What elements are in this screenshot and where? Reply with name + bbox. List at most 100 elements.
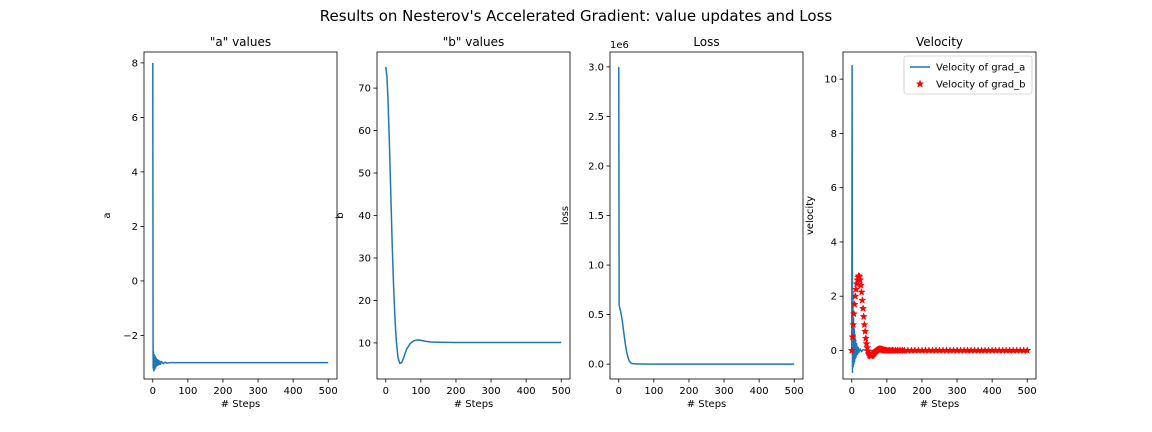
legend-label: Velocity of grad_b — [936, 80, 1026, 91]
x-tick-label: 0 — [383, 386, 389, 397]
axes-frame — [842, 51, 1037, 380]
y-tick-label: 30 — [358, 253, 371, 264]
legend: Velocity of grad_a Velocity of grad_b — [903, 55, 1033, 95]
series-point — [856, 275, 865, 284]
series-point — [860, 327, 870, 335]
plot-area — [152, 62, 329, 372]
axes-title: "b" values — [443, 35, 505, 49]
series-point — [862, 339, 871, 348]
x-tick-label: 0 — [616, 386, 622, 397]
y-tick-label: 0 — [831, 346, 837, 357]
series-point — [860, 320, 869, 329]
y-tick-label: 4 — [831, 237, 837, 248]
y-axis-label: velocity — [805, 196, 816, 235]
figure-title: Results on Nesterov's Accelerated Gradie… — [320, 7, 833, 25]
x-axis-label: # Steps — [221, 399, 261, 410]
x-tick-label: 0 — [849, 386, 855, 397]
x-tick-label: 300 — [481, 386, 500, 397]
series-point — [1023, 346, 1032, 354]
series-line-1 — [385, 66, 562, 365]
axes-title: Loss — [693, 35, 719, 49]
subplot-4: 0 100 200 300 400 500 0 2 4 6 8 10 Velocity # Steps ve… — [805, 35, 1037, 410]
plot-area — [385, 66, 562, 365]
x-tick-label: 100 — [411, 386, 430, 397]
series-point — [849, 320, 858, 329]
y-tick-label: 2 — [831, 292, 837, 303]
x-tick-label: 400 — [284, 386, 303, 397]
x-tick-label: 500 — [552, 386, 571, 397]
y-tick-label: 40 — [358, 211, 371, 222]
y-tick-label: 60 — [358, 126, 371, 137]
series-point — [850, 300, 859, 308]
series-point — [857, 287, 866, 296]
y-tick-label: 6 — [132, 113, 138, 124]
y-tick-label: 8 — [831, 129, 837, 140]
y-tick-label: 0.5 — [588, 310, 604, 321]
y-tick-label: 8 — [132, 58, 138, 69]
x-tick-label: 300 — [947, 386, 966, 397]
y-tick-label: 1.0 — [588, 261, 604, 272]
y-tick-label: 3.0 — [588, 62, 604, 73]
legend-box — [903, 55, 1033, 95]
y-axis-label: a — [102, 212, 113, 218]
subplot-2: 0 100 200 300 400 500 10 20 30 40 50 60 70 "b" values… — [335, 35, 571, 410]
y-tick-label: 50 — [358, 169, 371, 180]
legend-star-marker — [915, 79, 925, 88]
x-tick-label: 500 — [319, 386, 338, 397]
x-tick-label: 200 — [446, 386, 465, 397]
x-tick-label: 300 — [248, 386, 267, 397]
y-axis-label: loss — [560, 206, 571, 225]
y-tick-label: 70 — [358, 84, 371, 95]
x-tick-label: 400 — [517, 386, 536, 397]
series-point — [858, 304, 868, 312]
y-tick-label: 0 — [132, 276, 138, 287]
axes-title: "a" values — [210, 35, 271, 49]
series-point — [861, 333, 870, 342]
series-point — [849, 309, 858, 318]
x-axis-label: # Steps — [687, 399, 727, 410]
x-tick-label: 300 — [714, 386, 733, 397]
axes-title: Velocity — [916, 35, 963, 49]
x-tick-label: 100 — [644, 386, 663, 397]
x-axis-label: # Steps — [920, 399, 960, 410]
x-tick-label: 200 — [213, 386, 232, 397]
subplot-1: 0 100 200 300 400 500 −2 0 2 4 6 8 "a" values # Steps… — [102, 35, 338, 410]
y-axis-label: b — [335, 212, 346, 218]
x-tick-label: 500 — [1018, 386, 1037, 397]
y-tick-label: −2 — [123, 331, 138, 342]
y-tick-label: 1.5 — [588, 211, 604, 222]
legend-label: Velocity of grad_a — [936, 63, 1025, 74]
x-tick-label: 100 — [877, 386, 896, 397]
y-axis-offset-label: 1e6 — [610, 40, 629, 51]
x-tick-label: 100 — [178, 386, 197, 397]
x-tick-label: 0 — [150, 386, 156, 397]
y-tick-label: 2.0 — [588, 161, 604, 172]
y-tick-label: 20 — [358, 296, 371, 307]
series-line-1 — [618, 66, 795, 365]
series-point — [847, 346, 856, 354]
y-tick-label: 10 — [824, 75, 837, 86]
x-tick-label: 200 — [679, 386, 698, 397]
series-point — [858, 295, 867, 304]
y-tick-label: 2 — [132, 222, 138, 233]
y-tick-label: 2.5 — [588, 112, 604, 123]
series-point — [859, 312, 868, 321]
y-tick-label: 4 — [132, 167, 138, 178]
series-point — [848, 332, 857, 341]
x-axis-label: # Steps — [454, 399, 494, 410]
axes-frame — [143, 51, 338, 380]
subplot-3: 0 100 200 300 400 500 0.0 0.5 1.0 1.5 2.0 2.5 3.0 Los… — [560, 35, 804, 410]
plot-area — [847, 64, 1032, 373]
plot-area — [618, 66, 795, 365]
series-point — [856, 281, 865, 289]
y-tick-label: 10 — [358, 338, 371, 349]
x-tick-label: 400 — [983, 386, 1002, 397]
y-tick-label: 6 — [831, 183, 837, 194]
x-tick-label: 500 — [785, 386, 804, 397]
x-tick-label: 400 — [750, 386, 769, 397]
series-point — [851, 291, 860, 300]
series-line-1 — [152, 62, 329, 372]
x-tick-label: 200 — [912, 386, 931, 397]
